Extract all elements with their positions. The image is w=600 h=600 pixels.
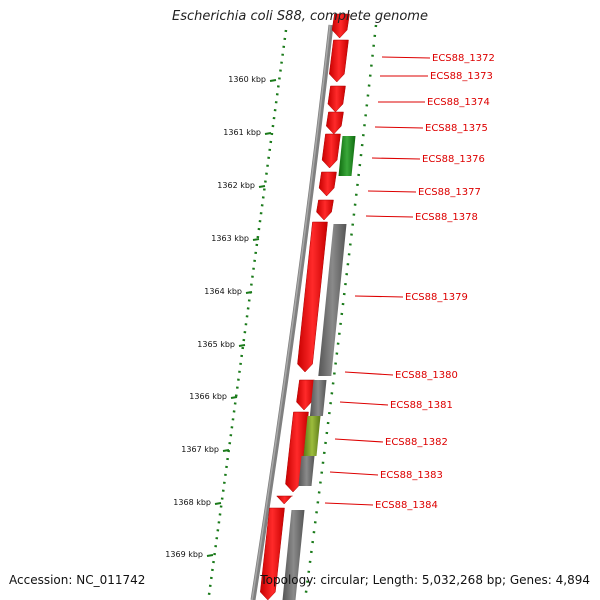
tick-mark <box>269 79 277 82</box>
cds-arrow <box>331 13 350 39</box>
gene-label: ECS88_1384 <box>375 500 438 511</box>
tick-mark <box>230 396 238 399</box>
tick-label: 1362 kbp <box>217 181 255 190</box>
grey-gene-bar <box>282 510 305 600</box>
tick-label: 1363 kbp <box>211 234 249 243</box>
gene-label: ECS88_1380 <box>395 370 458 381</box>
tick-mark <box>214 502 222 505</box>
backbone-arc <box>250 24 334 600</box>
label-leader-line <box>344 371 394 376</box>
label-leader-line <box>371 157 421 160</box>
label-leader-line <box>354 295 404 298</box>
label-leader-line <box>329 471 379 476</box>
tick-mark <box>264 132 272 135</box>
cds-arrow <box>285 411 309 493</box>
tick-label: 1367 kbp <box>181 445 219 454</box>
tick-mark <box>252 238 260 241</box>
gene-label: ECS88_1373 <box>430 71 493 82</box>
gene-label: ECS88_1381 <box>390 400 453 411</box>
tick-label: 1369 kbp <box>165 550 203 559</box>
gene-labels: ECS88_1372 ECS88_1373 ECS88_1374 ECS88_1375… <box>324 53 495 511</box>
tick-mark <box>238 344 246 347</box>
cds-arrow <box>296 379 315 411</box>
gene-label: ECS88_1372 <box>432 53 495 64</box>
gene-label: ECS88_1382 <box>385 437 448 448</box>
tick-label: 1361 kbp <box>223 128 261 137</box>
gene-label: ECS88_1383 <box>380 470 443 481</box>
tick-label: 1364 kbp <box>204 287 242 296</box>
olive-gene-bar <box>303 416 321 456</box>
green-gene-bar <box>338 136 356 176</box>
tick-label: 1365 kbp <box>197 340 235 349</box>
gene-label: ECS88_1377 <box>418 187 481 198</box>
cds-arrow <box>316 199 334 221</box>
label-leader-line <box>324 502 374 506</box>
grey-gene-bar <box>309 380 327 416</box>
cds-arrow <box>326 111 344 135</box>
label-leader-line <box>365 215 414 218</box>
tick-label: 1368 kbp <box>173 498 211 507</box>
gene-label: ECS88_1375 <box>425 123 488 134</box>
tick-mark <box>258 185 266 188</box>
accession-text: Accession: NC_011742 <box>9 573 146 587</box>
cds-arrow <box>329 39 349 83</box>
gene-label: ECS88_1376 <box>422 154 485 165</box>
tick-mark <box>222 449 230 452</box>
label-leader-line <box>381 56 431 59</box>
cds-arrow <box>297 221 328 373</box>
label-leader-line <box>374 126 424 129</box>
gene-label: ECS88_1379 <box>405 292 468 303</box>
grey-gene-bar <box>318 224 347 376</box>
label-leader-line <box>334 438 384 443</box>
genome-summary: Topology: circular; Length: 5,032,268 bp… <box>260 573 590 587</box>
tick-mark <box>206 554 214 557</box>
gene-label: ECS88_1378 <box>415 212 478 223</box>
scale-ticks: 1360 kbp 1361 kbp 1362 kbp 1363 kbp 1364 kbp… <box>165 75 277 559</box>
gene-label: ECS88_1374 <box>427 97 490 108</box>
cds-arrow <box>260 507 285 600</box>
tick-mark <box>245 291 253 294</box>
tick-label: 1366 kbp <box>189 392 227 401</box>
grey-gene-bar <box>298 456 315 486</box>
backbone-highlight <box>251 24 331 600</box>
label-leader-line <box>367 190 417 193</box>
cds-arrow <box>327 85 346 113</box>
map-title: Escherichia coli S88, complete genome <box>172 9 428 24</box>
cds-arrow <box>318 171 337 197</box>
tick-label: 1360 kbp <box>228 75 266 84</box>
label-leader-line <box>339 401 389 406</box>
gene-features <box>260 13 356 600</box>
cds-arrow <box>321 133 341 169</box>
cds-arrow <box>276 495 293 505</box>
